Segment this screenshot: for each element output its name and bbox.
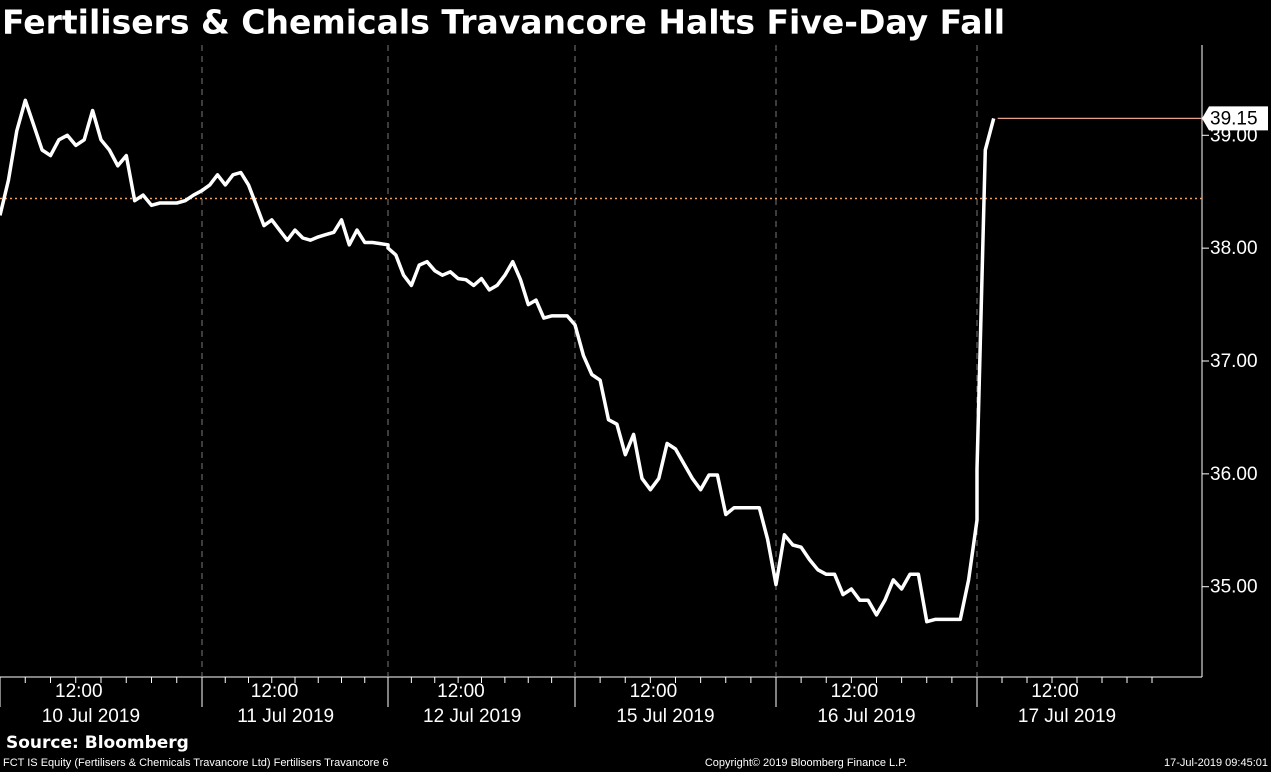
x-date-label: 12 Jul 2019: [423, 706, 521, 727]
y-tick-label: 36.00: [1210, 464, 1258, 485]
x-time-label: 12:00: [251, 681, 299, 702]
source: Source: Bloomberg: [6, 733, 189, 753]
y-tick-label: 38.00: [1210, 238, 1258, 259]
last-price-label: 39.15: [1210, 108, 1258, 129]
last-price-box: [1202, 106, 1268, 131]
x-time-label: 12:00: [831, 681, 879, 702]
y-tick-label: 37.00: [1210, 351, 1258, 372]
y-tick-label: 39.00: [1210, 125, 1258, 146]
x-date-label: 10 Jul 2019: [42, 706, 140, 727]
x-date-label: 15 Jul 2019: [616, 706, 714, 727]
footer-left: FCT IS Equity (Fertilisers & Chemicals T…: [3, 757, 389, 769]
x-date-label: 11 Jul 2019: [237, 706, 334, 727]
footer-center: Copyright© 2019 Bloomberg Finance L.P.: [705, 757, 907, 769]
price-line: [0, 98, 996, 624]
x-time-label: 12:00: [1031, 681, 1079, 702]
x-date-label: 17 Jul 2019: [1018, 706, 1116, 727]
y-tick-label: 35.00: [1210, 577, 1258, 598]
footer-right: 17-Jul-2019 09:45:01: [1164, 757, 1268, 769]
x-time-label: 12:00: [55, 681, 103, 702]
chart-title: Fertilisers & Chemicals Travancore Halts…: [2, 3, 1005, 42]
x-time-label: 12:00: [437, 681, 485, 702]
x-time-label: 12:00: [630, 681, 678, 702]
x-date-label: 16 Jul 2019: [817, 706, 915, 727]
